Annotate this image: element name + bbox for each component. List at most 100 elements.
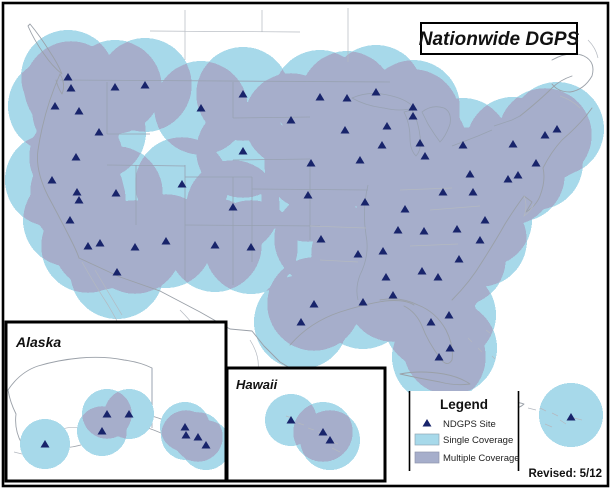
- ndgps-site-marker: [140, 81, 150, 89]
- ndgps-site-marker: [566, 413, 576, 421]
- ndgps-site-marker: [124, 410, 134, 418]
- title-box: Nationwide DGPS: [419, 22, 580, 55]
- ndgps-site-marker: [102, 410, 112, 418]
- ndgps-site-marker: [66, 84, 76, 92]
- ndgps-site-marker: [112, 268, 122, 276]
- ndgps-site-marker: [340, 126, 350, 134]
- ndgps-site-marker: [468, 188, 478, 196]
- ndgps-site-marker: [286, 416, 296, 424]
- ndgps-site-marker: [371, 88, 381, 96]
- coverage-circle: [181, 420, 225, 470]
- ndgps-site-marker: [303, 191, 313, 199]
- ndgps-site-marker: [444, 311, 454, 319]
- ndgps-site-marker: [130, 243, 140, 251]
- ndgps-site-marker: [513, 171, 523, 179]
- ndgps-site-marker: [111, 189, 121, 197]
- ndgps-site-marker: [360, 198, 370, 206]
- ndgps-site-marker: [480, 216, 490, 224]
- hawaii-label: Hawaii: [236, 377, 278, 392]
- ndgps-site-marker: [508, 140, 518, 148]
- ndgps-site-marker: [238, 147, 248, 155]
- legend: Legend NDGPS Site Single Coverage Multip…: [408, 391, 520, 471]
- ndgps-site-marker: [316, 235, 326, 243]
- ndgps-site-marker: [417, 267, 427, 275]
- alaska-label: Alaska: [15, 334, 61, 350]
- ndgps-site-marker: [438, 188, 448, 196]
- ndgps-site-marker: [434, 353, 444, 361]
- ndgps-site-marker: [540, 131, 550, 139]
- ndgps-site-marker: [400, 205, 410, 213]
- ndgps-site-marker: [433, 273, 443, 281]
- ndgps-site-marker: [306, 159, 316, 167]
- ndgps-site-marker: [210, 241, 220, 249]
- ndgps-site-marker: [180, 423, 190, 431]
- hawaii-inset: Hawaii: [225, 366, 387, 483]
- ndgps-site-marker: [531, 159, 541, 167]
- ndgps-site-marker: [458, 141, 468, 149]
- ndgps-site-marker: [377, 141, 387, 149]
- ndgps-site-marker: [181, 431, 191, 439]
- alaska-inset: Alaska: [4, 320, 228, 483]
- ndgps-site-marker: [342, 94, 352, 102]
- page-title: Nationwide DGPS: [419, 29, 580, 50]
- ndgps-site-marker: [382, 122, 392, 130]
- ndgps-site-marker: [71, 153, 81, 161]
- alaska-sites-layer: [40, 410, 211, 449]
- ndgps-site-marker: [318, 428, 328, 436]
- ndgps-site-marker: [94, 128, 104, 136]
- multiple-coverage-swatch: [414, 451, 440, 464]
- ndgps-site-marker: [97, 427, 107, 435]
- ndgps-site-marker: [415, 139, 425, 147]
- ndgps-site-marker: [74, 107, 84, 115]
- ndgps-site-marker: [228, 203, 238, 211]
- ndgps-site-marker: [378, 247, 388, 255]
- ndgps-site-marker: [420, 152, 430, 160]
- ndgps-site-marker: [353, 250, 363, 258]
- legend-item-single-coverage: Single Coverage: [443, 435, 513, 446]
- hawaii-border: [225, 366, 387, 483]
- hawaii-sites-layer: [286, 416, 335, 444]
- ndgps-site-marker: [286, 116, 296, 124]
- ndgps-site-marker: [452, 225, 462, 233]
- ndgps-site-triangle-icon: [422, 419, 432, 427]
- ndgps-site-marker: [95, 239, 105, 247]
- ndgps-site-marker: [40, 440, 50, 448]
- ndgps-site-marker: [296, 318, 306, 326]
- ndgps-site-marker: [74, 196, 84, 204]
- ndgps-site-marker: [465, 170, 475, 178]
- legend-item-multiple-coverage: Multiple Coverage: [443, 453, 520, 464]
- ndgps-site-marker: [110, 83, 120, 91]
- ndgps-site-marker: [246, 243, 256, 251]
- ndgps-site-marker: [552, 125, 562, 133]
- ndgps-site-marker: [419, 227, 429, 235]
- ndgps-site-marker: [161, 237, 171, 245]
- ndgps-site-marker: [358, 298, 368, 306]
- ndgps-site-marker: [445, 344, 455, 352]
- ndgps-site-marker: [475, 236, 485, 244]
- legend-rules: [408, 391, 520, 471]
- ndgps-site-marker: [325, 436, 335, 444]
- ndgps-site-marker: [196, 104, 206, 112]
- ndgps-site-marker: [65, 216, 75, 224]
- ndgps-site-marker: [408, 103, 418, 111]
- main-map: [5, 8, 604, 447]
- legend-item-ndgps-site: NDGPS Site: [443, 419, 496, 430]
- ndgps-site-marker: [315, 93, 325, 101]
- ndgps-site-marker: [193, 433, 203, 441]
- map-outlines: [27, 8, 599, 428]
- ndgps-site-marker: [238, 90, 248, 98]
- ndgps-site-marker: [381, 273, 391, 281]
- ndgps-site-marker: [388, 291, 398, 299]
- ndgps-site-marker: [503, 175, 513, 183]
- ndgps-site-marker: [426, 318, 436, 326]
- ndgps-site-marker: [63, 73, 73, 81]
- ndgps-site-marker: [177, 180, 187, 188]
- single-coverage-swatch: [414, 433, 440, 446]
- ndgps-site-marker: [408, 112, 418, 120]
- ndgps-site-marker: [355, 156, 365, 164]
- legend-title: Legend: [440, 397, 488, 412]
- ndgps-site-marker: [393, 226, 403, 234]
- revised-date: Revised: 5/12: [528, 468, 602, 480]
